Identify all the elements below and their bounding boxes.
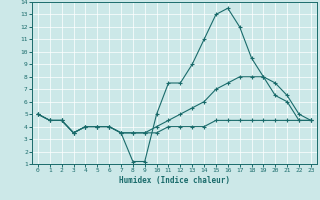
X-axis label: Humidex (Indice chaleur): Humidex (Indice chaleur) (119, 176, 230, 185)
